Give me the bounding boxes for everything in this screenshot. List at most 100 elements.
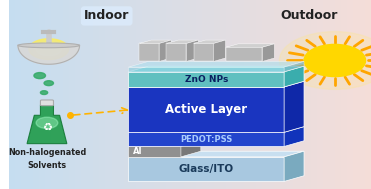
Circle shape	[40, 91, 48, 94]
Polygon shape	[202, 0, 208, 189]
Polygon shape	[128, 67, 284, 72]
Polygon shape	[139, 40, 171, 43]
Polygon shape	[284, 151, 304, 181]
Polygon shape	[262, 44, 274, 61]
Polygon shape	[33, 0, 39, 189]
Polygon shape	[250, 0, 256, 189]
Polygon shape	[51, 0, 57, 189]
Polygon shape	[275, 0, 280, 189]
Polygon shape	[208, 0, 214, 189]
Polygon shape	[88, 0, 93, 189]
Polygon shape	[128, 141, 201, 146]
Polygon shape	[286, 0, 293, 189]
Circle shape	[34, 73, 46, 79]
Polygon shape	[27, 0, 33, 189]
Polygon shape	[129, 0, 136, 189]
Polygon shape	[75, 0, 81, 189]
Polygon shape	[167, 40, 198, 43]
Polygon shape	[226, 0, 232, 189]
Polygon shape	[238, 0, 244, 189]
Polygon shape	[27, 105, 67, 144]
Text: ♻: ♻	[42, 123, 52, 132]
Text: Indoor: Indoor	[84, 9, 129, 22]
Polygon shape	[190, 0, 196, 189]
Polygon shape	[226, 47, 262, 61]
Text: Active Layer: Active Layer	[165, 103, 247, 116]
Polygon shape	[167, 43, 186, 61]
Circle shape	[279, 32, 371, 89]
Polygon shape	[280, 0, 286, 189]
Polygon shape	[311, 0, 317, 189]
Polygon shape	[99, 0, 105, 189]
Polygon shape	[184, 0, 190, 189]
Polygon shape	[194, 43, 213, 61]
Polygon shape	[124, 0, 129, 189]
Circle shape	[44, 81, 53, 86]
Polygon shape	[293, 0, 299, 189]
Polygon shape	[128, 66, 304, 72]
Polygon shape	[284, 61, 304, 72]
Polygon shape	[112, 0, 118, 189]
Polygon shape	[181, 141, 201, 157]
FancyBboxPatch shape	[40, 100, 53, 106]
Polygon shape	[128, 132, 284, 146]
Polygon shape	[128, 72, 284, 87]
Polygon shape	[268, 0, 275, 189]
Polygon shape	[226, 44, 274, 47]
Polygon shape	[128, 127, 304, 132]
Polygon shape	[299, 0, 305, 189]
Polygon shape	[160, 0, 166, 189]
Polygon shape	[18, 45, 79, 64]
Polygon shape	[256, 0, 262, 189]
Polygon shape	[341, 0, 347, 189]
Polygon shape	[9, 0, 15, 189]
Polygon shape	[284, 81, 304, 132]
Polygon shape	[139, 43, 159, 61]
Polygon shape	[347, 0, 353, 189]
Polygon shape	[128, 87, 284, 132]
Polygon shape	[284, 66, 304, 87]
Polygon shape	[178, 0, 184, 189]
Circle shape	[29, 39, 69, 60]
Polygon shape	[136, 0, 142, 189]
Polygon shape	[172, 0, 178, 189]
Polygon shape	[214, 0, 220, 189]
Polygon shape	[105, 0, 112, 189]
Polygon shape	[69, 0, 75, 189]
Polygon shape	[317, 0, 323, 189]
Polygon shape	[142, 0, 148, 189]
Text: PEDOT:PSS: PEDOT:PSS	[180, 135, 232, 144]
Polygon shape	[196, 0, 202, 189]
Text: Glass/ITO: Glass/ITO	[179, 164, 234, 174]
Polygon shape	[359, 0, 365, 189]
Polygon shape	[365, 0, 371, 189]
Polygon shape	[128, 151, 304, 157]
Ellipse shape	[18, 43, 79, 48]
Polygon shape	[166, 0, 172, 189]
Polygon shape	[305, 0, 311, 189]
Circle shape	[36, 117, 58, 129]
Text: Outdoor: Outdoor	[281, 9, 338, 22]
Polygon shape	[93, 0, 99, 189]
Polygon shape	[284, 127, 304, 146]
Polygon shape	[128, 157, 284, 181]
Polygon shape	[118, 0, 124, 189]
Polygon shape	[39, 0, 45, 189]
Polygon shape	[15, 0, 21, 189]
Polygon shape	[128, 146, 181, 157]
Polygon shape	[244, 0, 250, 189]
Polygon shape	[81, 0, 88, 189]
Polygon shape	[194, 40, 226, 43]
Polygon shape	[154, 0, 160, 189]
Text: Non-halogenated
Solvents: Non-halogenated Solvents	[8, 148, 86, 170]
Polygon shape	[232, 0, 238, 189]
Polygon shape	[323, 0, 329, 189]
Polygon shape	[128, 81, 304, 87]
Polygon shape	[213, 40, 226, 61]
Circle shape	[304, 44, 365, 77]
Text: Al: Al	[133, 147, 142, 156]
Polygon shape	[262, 0, 268, 189]
Polygon shape	[21, 0, 27, 189]
Polygon shape	[45, 0, 51, 189]
Text: ZnO NPs: ZnO NPs	[185, 75, 228, 84]
